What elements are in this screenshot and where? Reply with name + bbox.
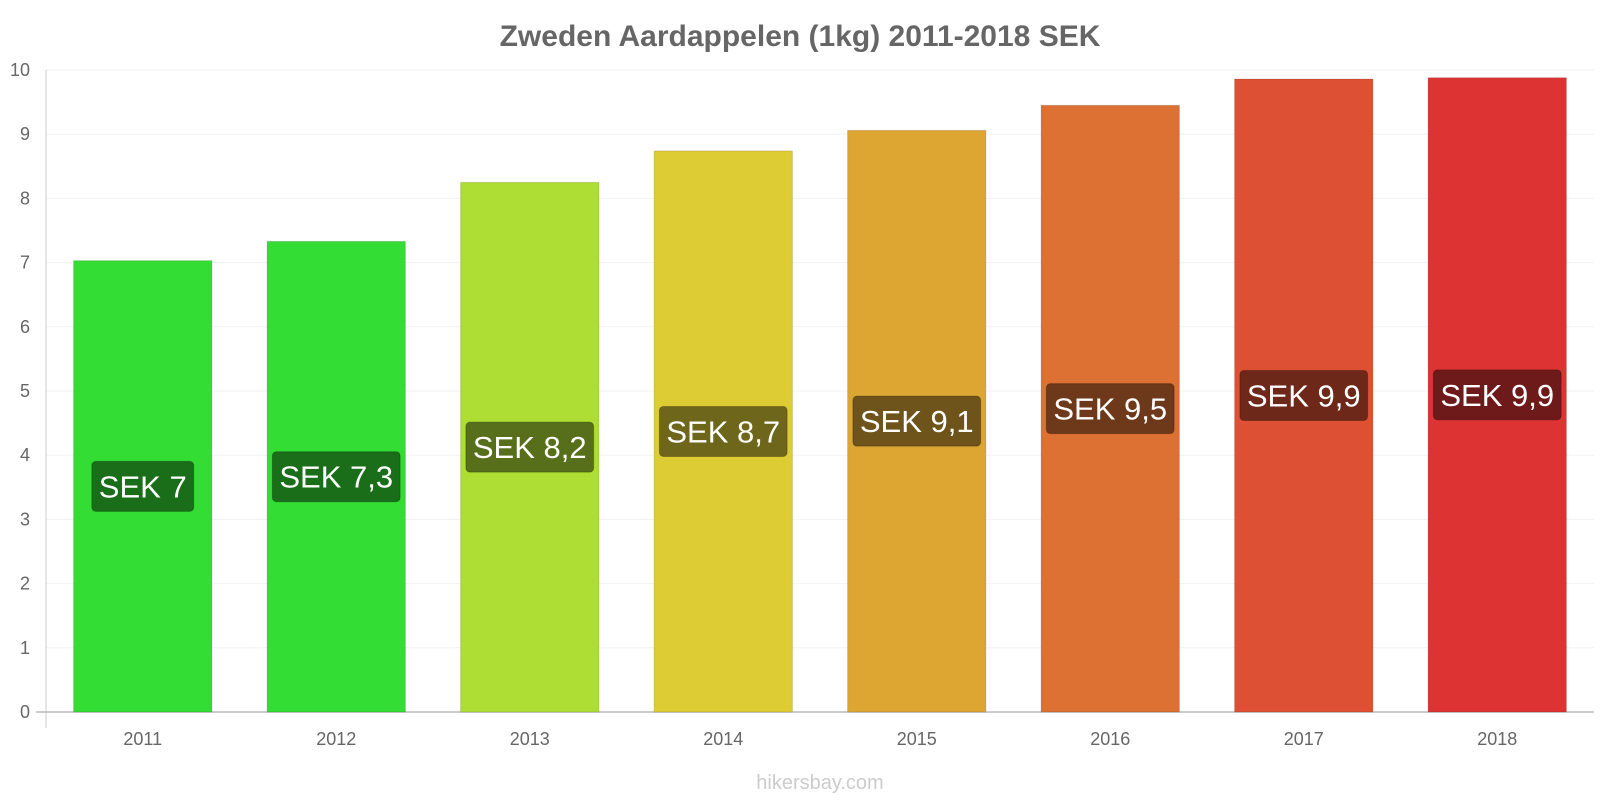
chart-title: Zweden Aardappelen (1kg) 2011-2018 SEK [500,20,1101,53]
y-tick-label: 6 [20,317,30,337]
y-tick-label: 7 [20,253,30,273]
x-tick-label: 2016 [1090,729,1130,749]
data-label-text: SEK 8,7 [666,414,780,449]
data-label-box [658,405,788,457]
x-tick-label: 2013 [510,729,550,749]
data-label-box [1432,369,1562,421]
data-label-box [465,421,595,473]
data-label-2015: SEK 9,1 [852,395,982,447]
y-tick-label: 8 [20,188,30,208]
y-tick-label: 10 [10,60,30,80]
data-label-2013: SEK 8,2 [465,421,595,473]
data-label-text: SEK 9,9 [1247,378,1361,413]
x-tick-label: 2017 [1284,729,1324,749]
credit-text: hikersbay.com [756,772,883,794]
y-axis-ticks: 0 1 2 3 4 5 6 7 8 9 10 [10,60,30,722]
x-tick-label: 2015 [897,729,937,749]
data-label-text: SEK 8,2 [473,430,587,465]
x-tick-label: 2012 [316,729,356,749]
data-label-2014: SEK 8,7 [658,405,788,457]
data-label-2012: SEK 7,3 [271,451,401,503]
data-label-text: SEK 9,9 [1440,378,1554,413]
y-tick-label: 1 [20,638,30,658]
data-label-text: SEK 7 [99,469,187,504]
data-label-text: SEK 7,3 [279,460,393,495]
data-label-box [91,460,195,512]
data-label-2016: SEK 9,5 [1045,383,1175,435]
x-tick-label: 2014 [703,729,743,749]
data-label-2017: SEK 9,9 [1239,369,1369,421]
x-axis-ticks: 2011 2012 2013 2014 2015 2016 2017 2018 [123,729,1517,749]
y-tick-label: 3 [20,509,30,529]
y-tick-label: 0 [20,702,30,722]
data-label-box [271,451,401,503]
y-tick-label: 4 [20,445,30,465]
data-label-text: SEK 9,1 [860,404,974,439]
x-tick-label: 2011 [123,729,162,749]
data-label-2018: SEK 9,9 [1432,369,1562,421]
data-label-box [1239,369,1369,421]
y-tick-label: 2 [20,574,30,594]
x-tick-label: 2018 [1477,729,1517,749]
data-label-text: SEK 9,5 [1053,392,1167,427]
data-label-box [1045,383,1175,435]
data-label-2011: SEK 7 [91,460,195,512]
y-tick-label: 5 [20,381,30,401]
data-labels: SEK 7 SEK 7,3 SEK 8,2 SEK 8,7 SEK 9,1 SEK 9,5… [91,369,1562,512]
y-tick-label: 9 [20,124,30,144]
data-label-box [852,395,982,447]
